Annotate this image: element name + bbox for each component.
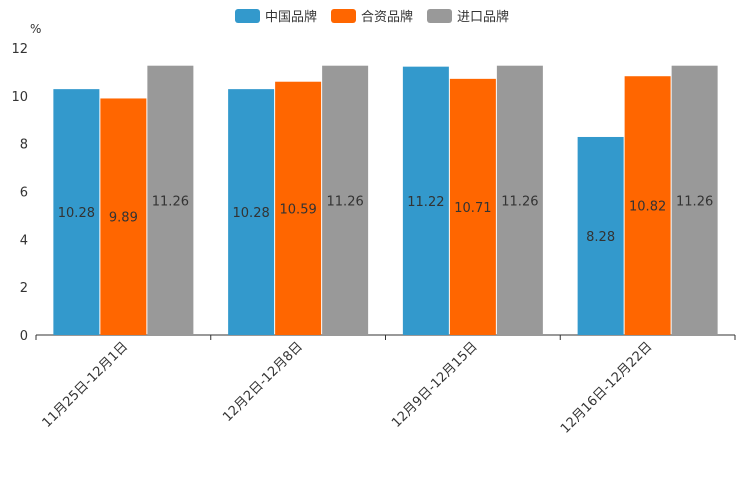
x-category-label-3: 12月16日-12月22日 (558, 339, 655, 436)
y-tick-label-5: 10 (11, 90, 28, 105)
bar-0-3 (577, 136, 624, 335)
legend-label-domestic: 中国品牌 (264, 10, 317, 25)
data-label-1-3: 10.82 (629, 200, 666, 215)
data-label-1-1: 10.59 (280, 202, 317, 217)
bar-0-2 (402, 66, 449, 335)
bar-2-1 (322, 65, 369, 335)
x-category-label-2: 12月9日-12月15日 (389, 339, 481, 431)
data-label-0-1: 10.28 (233, 206, 270, 221)
legend: 中国品牌 合资品牌 进口品牌 (0, 6, 744, 25)
bar-2-3 (671, 65, 718, 335)
bar-1-2 (449, 78, 496, 335)
y-tick-label-1: 2 (20, 281, 28, 296)
y-tick-label-3: 6 (20, 186, 28, 201)
data-label-2-2: 11.26 (501, 194, 538, 209)
bar-0-0 (53, 89, 100, 336)
bar-2-2 (496, 65, 543, 335)
data-label-0-2: 11.22 (407, 195, 444, 210)
legend-swatch-joint-venture (330, 8, 356, 23)
data-label-1-2: 10.71 (454, 201, 491, 216)
data-label-2-0: 11.26 (152, 194, 189, 209)
data-label-2-1: 11.26 (327, 194, 364, 209)
data-label-2-3: 11.26 (676, 194, 713, 209)
bar-1-0 (100, 98, 147, 335)
legend-swatch-imported (427, 8, 452, 23)
legend-item-imported[interactable]: 进口品牌 (427, 6, 509, 25)
legend-label-joint-venture: 合资品牌 (360, 10, 413, 25)
legend-swatch-domestic (234, 8, 260, 23)
bar-1-3 (624, 76, 671, 335)
data-label-1-0: 9.89 (109, 211, 138, 226)
y-tick-label-4: 8 (20, 138, 28, 153)
y-tick-label-2: 4 (20, 233, 28, 248)
bar-2-0 (147, 65, 194, 335)
y-axis-unit: % (30, 22, 41, 36)
data-label-0-3: 8.28 (586, 230, 615, 245)
data-label-0-0: 10.28 (58, 206, 95, 221)
y-tick-label-0: 0 (20, 329, 28, 344)
legend-label-imported: 进口品牌 (457, 10, 510, 25)
x-category-label-1: 12月2日-12月8日 (220, 339, 306, 425)
bar-0-1 (228, 89, 275, 336)
y-tick-label-6: 12 (11, 42, 28, 57)
legend-item-domestic[interactable]: 中国品牌 (234, 6, 317, 25)
bar-1-1 (275, 81, 322, 335)
legend-item-joint-venture[interactable]: 合资品牌 (330, 6, 413, 25)
x-category-label-0: 11月25日-12月1日 (40, 339, 132, 431)
